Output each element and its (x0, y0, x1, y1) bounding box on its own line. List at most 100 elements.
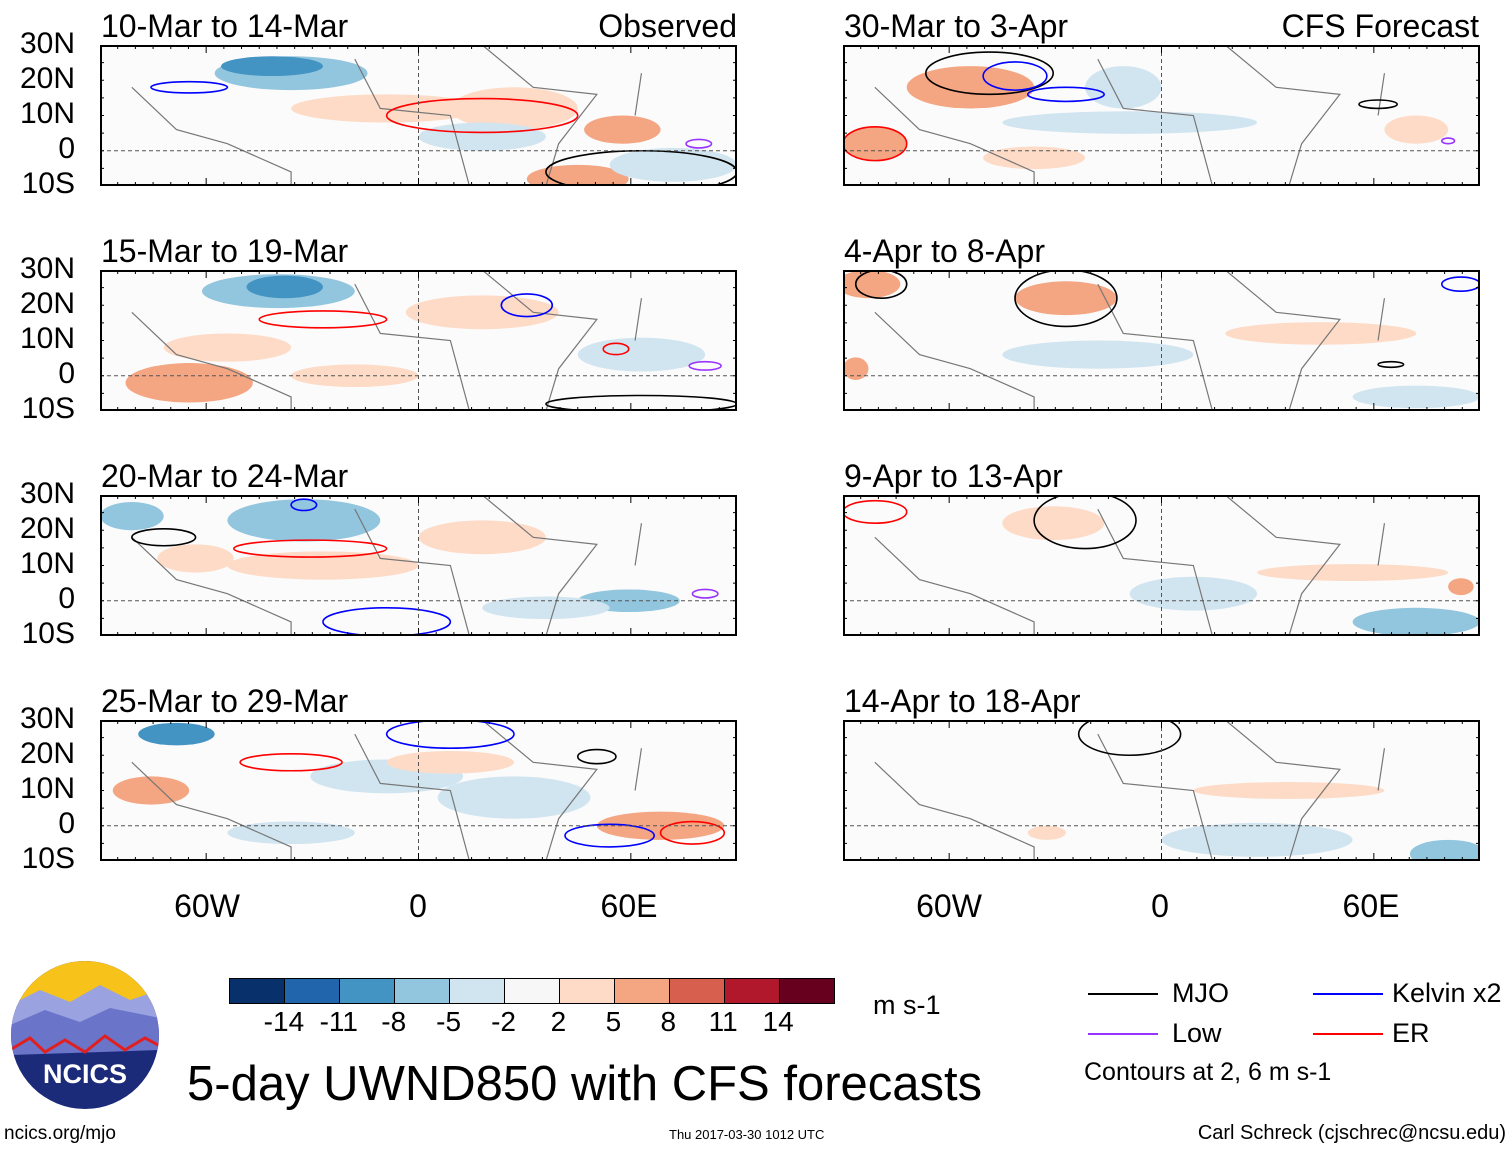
colorbar-swatch (670, 979, 725, 1003)
anomaly-shading (163, 333, 292, 362)
lat-label: 10N (19, 547, 75, 580)
anomaly-shading (609, 147, 737, 182)
colorbar-label: 5 (605, 1006, 622, 1037)
anomaly-shading (482, 596, 610, 620)
contour-line (564, 823, 655, 848)
footer-author: Carl Schreck (cjschrec@ncsu.edu) (1197, 1122, 1506, 1144)
map-panel (843, 45, 1480, 186)
contour-line (1014, 270, 1118, 328)
observed-header: Observed (598, 8, 737, 44)
legend-kelvin: Kelvin x2 (1392, 978, 1502, 1008)
map-panel (843, 270, 1480, 411)
colorbar-label: 11 (708, 1006, 738, 1037)
lat-label: 0 (58, 132, 75, 165)
colorbar-units: m s-1 (873, 990, 941, 1020)
anomaly-shading (418, 520, 546, 555)
colorbar-label: -5 (436, 1006, 462, 1037)
contour-line (545, 394, 737, 411)
lat-label: 10N (19, 322, 75, 355)
map-panel (100, 720, 737, 861)
anomaly-shading (1257, 564, 1449, 582)
legend-low: Low (1172, 1018, 1222, 1048)
coastline (131, 720, 643, 861)
lat-label: 20N (19, 62, 75, 95)
lon-label: 60W (916, 888, 982, 924)
map-panel (100, 495, 737, 636)
contour-line (843, 125, 908, 162)
panel-border (100, 45, 737, 186)
colorbar-swatch (615, 979, 670, 1003)
anomaly-shading (386, 751, 515, 774)
anomaly-shading (577, 337, 706, 372)
anomaly-shading (1085, 66, 1162, 109)
kelvin-line-swatch (1313, 993, 1383, 995)
colorbar-swatch (505, 979, 560, 1003)
lat-label: 30N (19, 27, 75, 60)
anomaly-shading (246, 275, 323, 299)
colorbar-label: -14 (263, 1006, 305, 1037)
contour-line (150, 80, 229, 94)
anomaly-shading (1352, 607, 1480, 636)
lat-label: 10S (21, 842, 75, 875)
contour-line (576, 748, 617, 765)
panel-title: 14-Apr to 18-Apr (844, 683, 1081, 719)
contour-line (1377, 360, 1405, 369)
figure-title: 5-day UWND850 with CFS forecasts (187, 1057, 983, 1111)
contour-line (1358, 99, 1398, 110)
er-line-swatch (1313, 1033, 1383, 1035)
anomaly-shading (906, 66, 1035, 109)
contour-line (258, 310, 388, 329)
anomaly-shading (221, 56, 323, 77)
contour-line (1026, 86, 1105, 103)
lat-label: 20N (19, 287, 75, 320)
panel-title: 9-Apr to 13-Apr (844, 458, 1063, 494)
anomaly-shading (125, 363, 253, 403)
contour-line (1033, 495, 1137, 550)
panel-border (843, 270, 1480, 411)
anomaly-shading (1352, 385, 1480, 409)
anomaly-shading (843, 126, 907, 161)
colorbar-swatch (285, 979, 340, 1003)
anomaly-shading (1129, 576, 1258, 611)
anomaly-shading (1161, 822, 1353, 857)
panel-border (843, 495, 1480, 636)
colorbar-swatch (780, 979, 834, 1003)
lat-label: 10S (21, 617, 75, 650)
anomaly-shading (1002, 340, 1194, 369)
lat-label: 0 (58, 357, 75, 390)
colorbar-label: 2 (550, 1006, 567, 1037)
anomaly-shading (843, 357, 869, 380)
colorbar-label: -2 (491, 1006, 516, 1037)
legend-mjo: MJO (1172, 978, 1229, 1008)
anomaly-shading (1002, 506, 1105, 541)
anomaly-shading (1448, 578, 1474, 596)
contour-line (1440, 137, 1456, 145)
lat-label: 10S (21, 392, 75, 425)
panel-title: 4-Apr to 8-Apr (844, 233, 1045, 269)
lat-label: 20N (19, 512, 75, 545)
contour-line (232, 539, 388, 558)
panel-title: 10-Mar to 14-Mar (101, 8, 349, 44)
anomaly-shading (1014, 281, 1117, 316)
contour-line (239, 753, 343, 772)
contour-line (854, 270, 908, 299)
map-panel (100, 270, 737, 411)
mjo-line-swatch (1088, 993, 1158, 995)
contour-line (385, 720, 515, 749)
colorbar-swatch (395, 979, 450, 1003)
anomaly-shading (1002, 111, 1258, 134)
ncics-logo: NCICS (11, 961, 159, 1109)
contour-line (131, 528, 197, 547)
colorbar-label: -11 (319, 1006, 358, 1037)
contour-line (691, 588, 719, 599)
contour-line (982, 61, 1048, 91)
anomaly-shading (100, 502, 164, 531)
colorbar-swatch (450, 979, 505, 1003)
anomaly-shading (437, 776, 591, 819)
footer-url[interactable]: ncics.org/mjo (4, 1123, 116, 1144)
logo-text: NCICS (43, 1059, 127, 1089)
anomaly-shading (405, 295, 559, 330)
anomaly-shading (157, 544, 234, 573)
anomaly-shading (112, 776, 190, 805)
anomaly-shading (843, 270, 901, 299)
